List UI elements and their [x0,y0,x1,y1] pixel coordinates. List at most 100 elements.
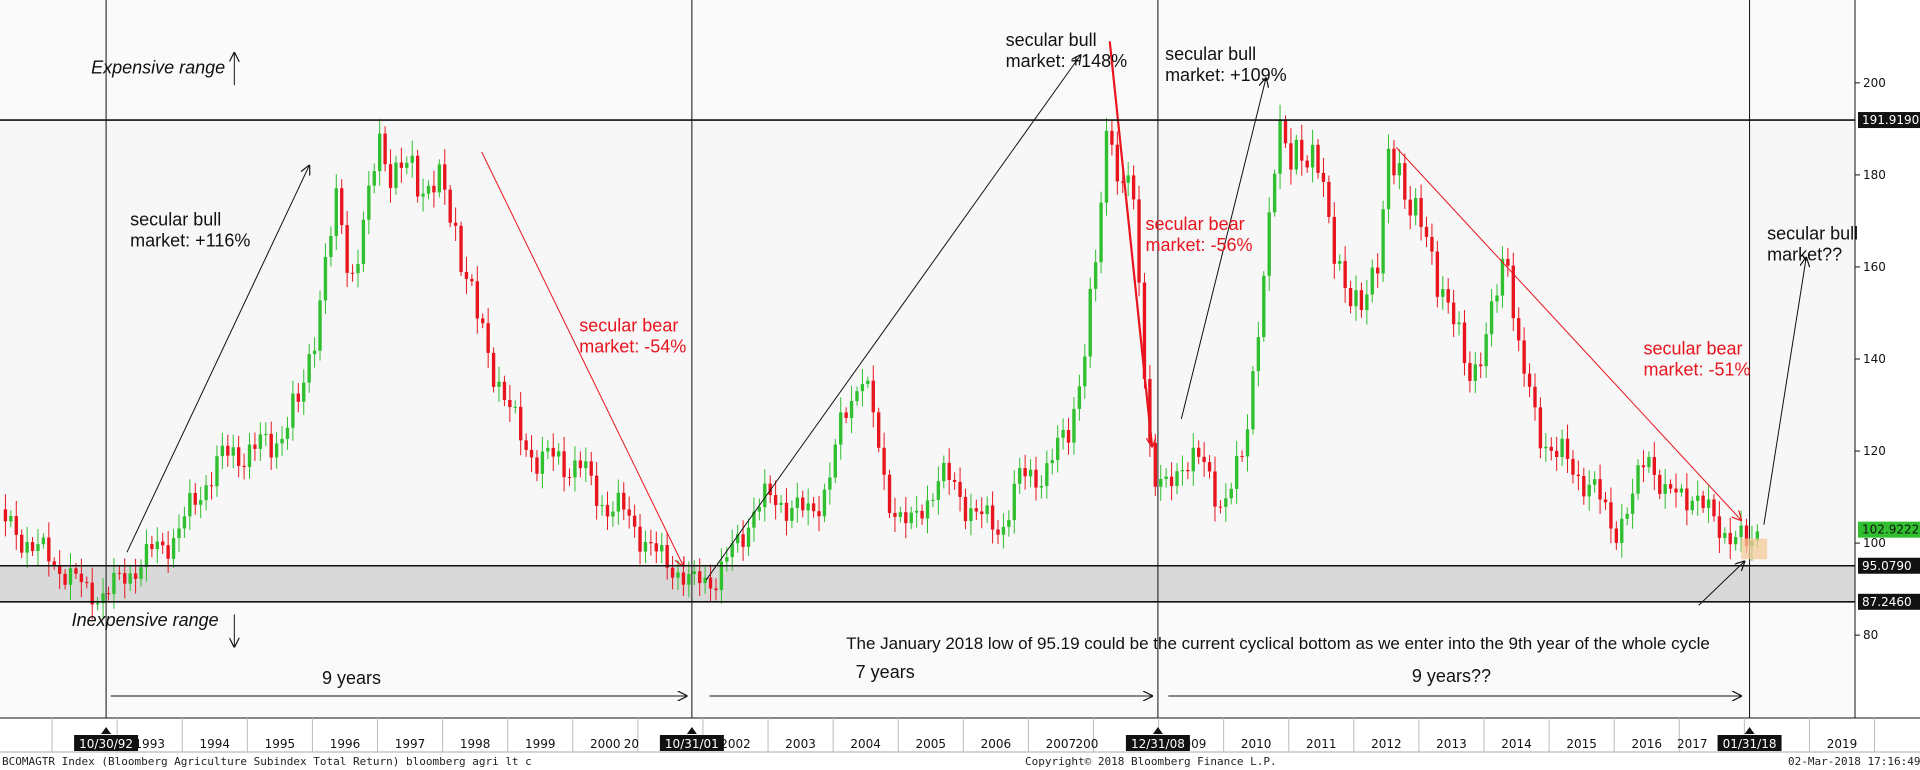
candle-down [74,568,78,574]
candle-down [963,496,968,522]
candle-down [1137,199,1141,283]
candle-up [1007,520,1011,527]
x-axis: 1993 1994 1995 1996 1997 1998 1999 2000 2002 2003… [0,717,1920,753]
inexpensive-band [0,565,1855,602]
candle-up [426,185,431,194]
x-tick-label: 2011 [1306,737,1337,751]
candle-down [1169,476,1174,487]
candle-down [773,494,778,505]
x-tick-label-partial: 200 [1076,737,1099,751]
x-tick-label: 1993 [134,737,165,751]
candle-up [356,263,360,274]
candle-up [247,444,252,468]
candle-down [958,481,962,497]
candle-down [432,185,436,193]
candle-up [220,445,225,457]
candle-down [209,485,214,487]
candle-up [676,572,680,578]
candle-up [1028,469,1033,477]
candle-up [1365,294,1369,311]
candle-down [3,509,8,522]
candle-up [9,516,13,522]
candle-down [654,543,658,552]
candle-down [1343,260,1347,289]
candle-down [1685,488,1689,511]
candle-up [1386,148,1391,210]
candle-up [1126,175,1130,183]
candle-up [1018,468,1022,484]
candle-up [139,567,143,579]
candle-up [763,483,767,508]
candle-up [155,541,159,550]
candle-up [855,391,859,402]
candle-up [1473,364,1478,381]
candle-up [1294,139,1299,170]
date-tag-pointer [1152,727,1163,734]
candle-down [1554,450,1559,457]
candle-down [1511,265,1515,319]
candle-up [1245,429,1250,457]
x-tick-label: 1996 [330,737,361,751]
candle-down [1218,506,1223,508]
x-tick-label: 2016 [1631,737,1662,751]
trend-arrow [705,55,1080,581]
candle-down [1565,438,1570,459]
y-axis: 80 100 120 140 160 180 200 191.9190 95.0790 87.24… [1854,0,1920,718]
candle-up [1739,525,1743,538]
candle-down [123,573,127,584]
candle-down [415,155,420,197]
candle-down [627,509,631,516]
candle-down [52,561,56,566]
candle-up [231,447,235,456]
candle-down [443,164,447,190]
candle-up [302,382,306,402]
candle-down [1419,198,1423,227]
candle-down [638,526,642,552]
trend-arrows [110,41,1807,696]
annotation-text: 7 years [856,662,915,682]
candle-down [784,502,789,521]
y-tick-label: 160 [1863,260,1886,274]
candle-down [1321,172,1326,182]
candle-down [1527,373,1532,387]
candle-down [1115,144,1120,182]
candle-up [909,512,913,524]
candle-down [226,445,230,456]
candle-up [128,573,132,584]
x-tick-label: 2003 [785,737,816,751]
candle-down [57,565,62,574]
candle-up [291,393,295,428]
candle-down [459,225,463,272]
candle-down [1376,267,1380,274]
candle-down [345,225,349,273]
candle-down [47,537,51,562]
footer-timestamp: 02-Mar-2018 17:16:49 [1788,755,1920,768]
candle-up [1706,499,1711,508]
candle-up [1587,484,1591,497]
candle-down [1202,456,1206,463]
candle-down [491,352,496,387]
candle-down [632,515,637,527]
y-tick-label: 100 [1863,536,1886,550]
candle-up [199,500,203,505]
candle-down [1359,290,1364,311]
candle-up [1180,470,1185,472]
annotation-text: 9 years [322,668,381,688]
candle-down [85,582,89,584]
candle-down [1305,160,1309,168]
candle-up [1495,295,1499,302]
candle-up [323,257,328,301]
candle-up [329,235,333,258]
candle-up [41,537,46,545]
candle-up [177,528,181,538]
candle-down [14,516,18,535]
x-tick-label: 2010 [1241,737,1272,751]
candle-up [112,572,116,594]
candle-down [670,567,675,578]
candle-up [779,502,783,505]
candle-down [980,511,984,515]
x-tick-label: 2012 [1371,737,1402,751]
candle-up [1088,288,1092,357]
